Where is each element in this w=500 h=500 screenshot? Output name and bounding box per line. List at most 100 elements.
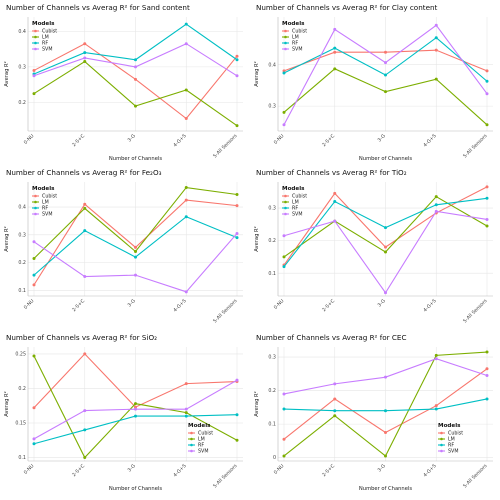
- legend-marker: [34, 212, 37, 216]
- y-tick-label: 0.1: [268, 422, 276, 428]
- data-point-cubist: [134, 77, 137, 81]
- x-tick-label: 0-NU: [273, 133, 286, 146]
- y-tick-label: 0.2: [268, 238, 276, 244]
- x-tick-label: 5-All Sensors: [212, 298, 239, 325]
- data-point-lm: [235, 124, 239, 128]
- data-point-svm: [282, 234, 286, 238]
- chart-title: Number of Channels vs Averag R² for SiO₂: [6, 333, 157, 342]
- data-point-rf: [184, 215, 188, 219]
- data-point-svm: [384, 375, 387, 379]
- y-tick-label: 0: [273, 455, 276, 461]
- legend-marker: [190, 437, 193, 441]
- data-point-lm: [434, 77, 438, 81]
- data-point-cubist: [434, 48, 438, 52]
- data-point-svm: [83, 275, 87, 279]
- legend-marker: [190, 443, 193, 447]
- data-point-rf: [184, 414, 188, 418]
- x-tick-label: 4-G+S: [172, 298, 187, 313]
- data-point-cubist: [434, 404, 438, 408]
- data-point-rf: [282, 407, 286, 411]
- data-point-svm: [83, 56, 87, 60]
- legend-item-rf: RF: [292, 206, 298, 212]
- data-point-lm: [184, 186, 188, 190]
- y-tick-label: 0.3: [268, 206, 276, 212]
- y-tick-label: 0.2: [18, 260, 26, 266]
- data-point-rf: [235, 58, 239, 62]
- data-point-cubist: [235, 204, 239, 208]
- x-tick-label: 2-S+C: [321, 463, 336, 478]
- data-point-cubist: [83, 352, 87, 356]
- chart-panel-2: Number of Channels vs Averag R² for Fe₂O…: [4, 168, 243, 325]
- data-point-svm: [184, 42, 188, 46]
- data-point-rf: [134, 255, 137, 259]
- data-point-svm: [235, 231, 239, 235]
- data-point-rf: [282, 71, 286, 75]
- data-point-cubist: [83, 202, 87, 206]
- y-tick-label: 0.3: [18, 64, 26, 70]
- data-point-rf: [134, 58, 137, 62]
- x-tick-label: 2-S+C: [321, 298, 336, 313]
- data-point-svm: [134, 65, 137, 69]
- data-point-cubist: [184, 382, 188, 386]
- data-point-svm: [134, 407, 137, 411]
- x-axis-label: Number of Channels: [109, 486, 162, 492]
- data-point-svm: [235, 74, 239, 78]
- legend-title: Models: [188, 423, 211, 429]
- data-point-cubist: [32, 406, 36, 410]
- legend-item-rf: RF: [42, 206, 48, 212]
- x-tick-label: 0-NU: [23, 463, 36, 476]
- chart-title: Number of Channels vs Averag R² for Fe₂O…: [6, 168, 162, 177]
- data-point-rf: [32, 273, 36, 277]
- legend-item-cubist: Cubist: [42, 29, 57, 35]
- x-tick-label: 3-G: [127, 133, 138, 144]
- data-point-svm: [485, 217, 489, 221]
- y-tick-label: 0.4: [18, 29, 26, 35]
- data-point-rf: [384, 73, 387, 77]
- x-tick-label: 4-G+S: [172, 463, 187, 478]
- legend-marker: [284, 194, 287, 198]
- data-point-lm: [184, 411, 188, 415]
- data-point-svm: [434, 357, 438, 361]
- legend-title: Models: [282, 21, 305, 27]
- data-point-svm: [282, 123, 286, 127]
- data-point-rf: [83, 428, 87, 432]
- y-axis-label: Averag R²: [254, 226, 260, 251]
- data-point-svm: [434, 23, 438, 27]
- legend-marker: [284, 35, 287, 39]
- data-point-cubist: [134, 405, 137, 409]
- chart-panel-0: Number of Channels vs Averag R² for Sand…: [4, 3, 243, 162]
- data-point-svm: [485, 374, 489, 377]
- chart-panel-5: Number of Channels vs Averag R² for CEC 0…: [254, 333, 493, 492]
- legend-item-lm: LM: [198, 437, 205, 443]
- legend-marker: [34, 206, 37, 210]
- y-tick-label: 0.1: [18, 455, 26, 461]
- legend-marker: [440, 443, 443, 447]
- data-point-svm: [333, 219, 337, 223]
- x-tick-label: 3-G: [377, 463, 388, 474]
- legend-item-lm: LM: [292, 35, 299, 41]
- data-point-rf: [282, 265, 286, 269]
- y-tick-label: 0.3: [268, 104, 276, 110]
- legend-marker: [284, 206, 287, 210]
- data-point-cubist: [485, 185, 489, 189]
- x-tick-label: 5-All Sensors: [212, 133, 239, 160]
- data-point-lm: [134, 104, 137, 108]
- x-tick-label: 5-All Sensors: [212, 463, 239, 490]
- data-point-lm: [485, 123, 489, 127]
- legend-marker: [440, 431, 443, 435]
- x-axis-label: Number of Channels: [359, 486, 412, 492]
- x-tick-label: 3-G: [127, 463, 138, 474]
- x-tick-label: 0-NU: [23, 133, 36, 146]
- legend-item-rf: RF: [198, 443, 204, 449]
- y-tick-label: 0.1: [268, 271, 276, 277]
- data-point-rf: [235, 236, 239, 240]
- data-point-lm: [434, 195, 438, 199]
- data-point-cubist: [134, 245, 137, 249]
- data-point-svm: [134, 273, 137, 277]
- data-point-lm: [282, 454, 286, 458]
- data-point-rf: [485, 79, 489, 83]
- x-tick-label: 2-S+C: [71, 298, 86, 313]
- data-point-svm: [83, 409, 87, 413]
